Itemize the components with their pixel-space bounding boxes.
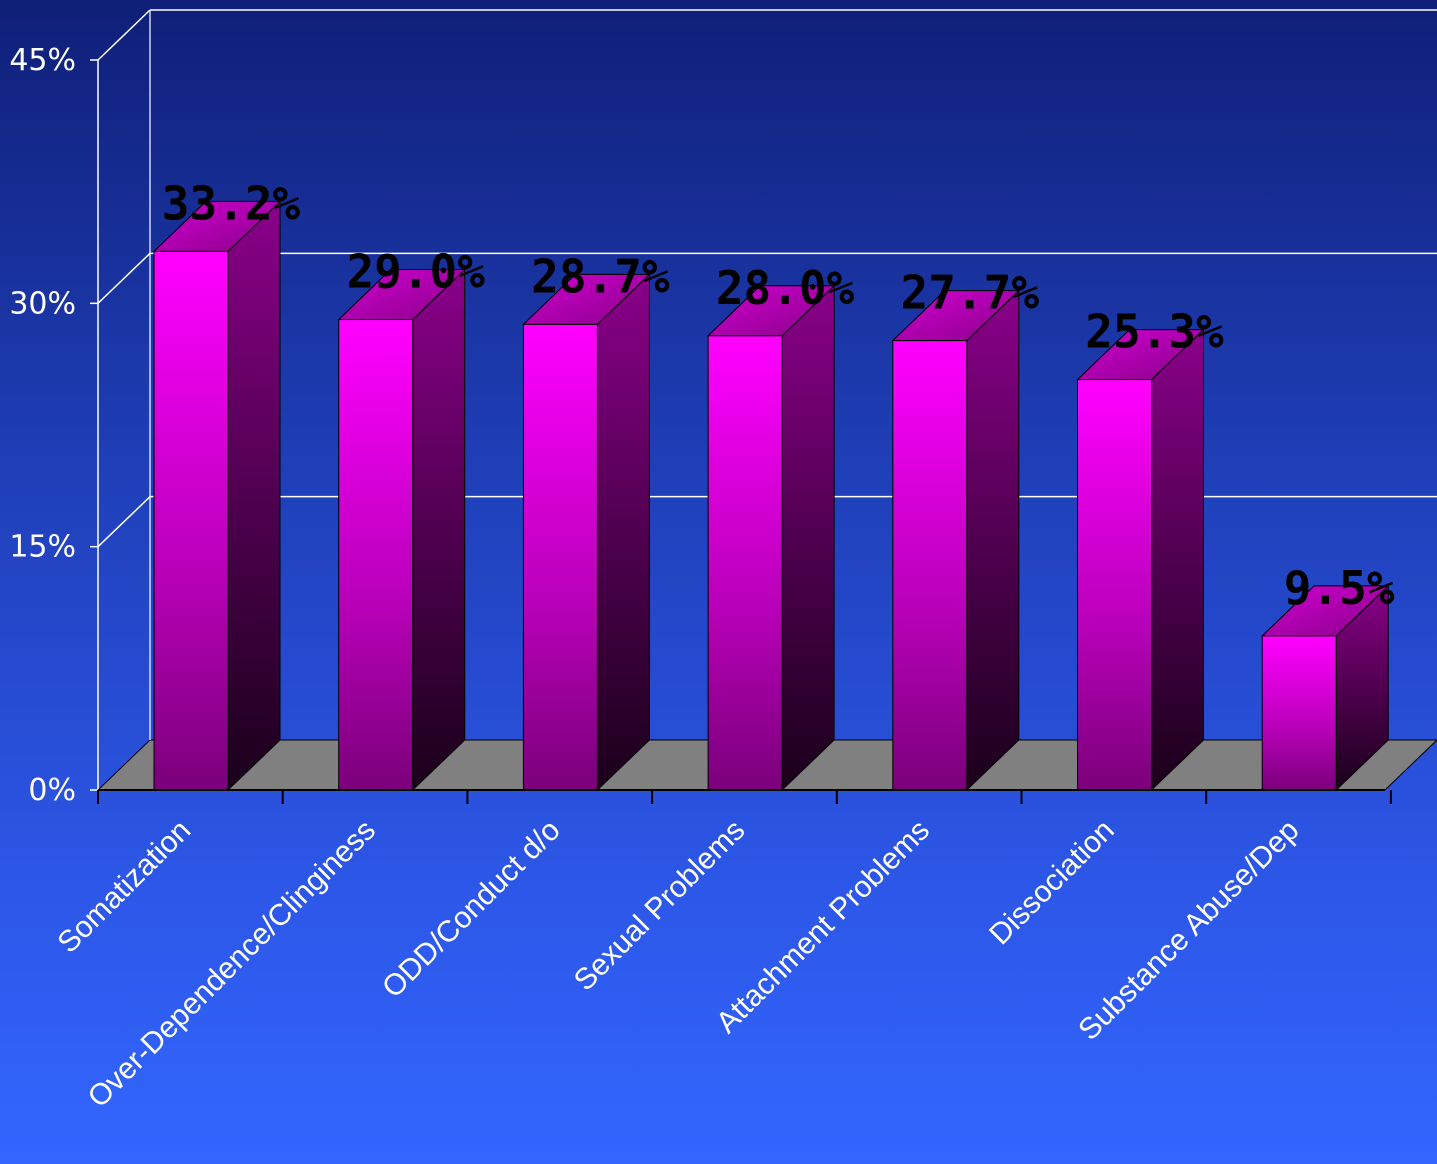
y-tick-label: 45%	[9, 43, 76, 78]
y-tick-label: 30%	[9, 286, 76, 321]
bar-front	[1077, 379, 1152, 791]
data-label: 33.2%	[162, 176, 301, 230]
y-tick-label: 15%	[9, 530, 76, 565]
category-label: Attachment Problems	[710, 814, 936, 1040]
bar-front	[338, 319, 414, 791]
bar	[706, 284, 836, 792]
bar	[891, 289, 1021, 792]
data-label: 28.0%	[716, 261, 855, 315]
bar	[1076, 328, 1205, 792]
category-label: Somatization	[51, 814, 197, 960]
gridline-side	[97, 9, 151, 61]
y-tick-label: 0%	[28, 773, 76, 808]
bar-front	[522, 323, 598, 791]
gridline-side	[97, 496, 151, 548]
bar	[522, 273, 651, 792]
data-label: 28.7%	[531, 249, 670, 303]
bar-side	[412, 268, 466, 792]
data-label: 9.5%	[1284, 561, 1395, 615]
bar-side	[596, 273, 650, 792]
gridline-side	[97, 252, 151, 304]
category-label: Dissociation	[983, 814, 1121, 952]
chart-bars	[152, 200, 1390, 792]
data-label: 25.3%	[1085, 305, 1224, 359]
bar-front	[707, 335, 783, 791]
bar-side	[227, 200, 281, 792]
chart-axes	[90, 59, 1392, 804]
bar-side	[1151, 328, 1204, 792]
category-label: Over-Dependence/Clinginess	[82, 814, 382, 1114]
bar-front	[1261, 635, 1337, 791]
data-label: 27.7%	[901, 266, 1040, 320]
bar-front	[153, 250, 229, 791]
category-label: Sexual Problems	[568, 814, 752, 998]
bar-side	[781, 284, 835, 792]
bar-side	[966, 289, 1020, 792]
bar	[1260, 584, 1390, 792]
data-label: 29.0%	[346, 245, 485, 299]
bar	[337, 268, 466, 792]
category-label: ODD/Conduct d/o	[376, 814, 567, 1005]
bar	[152, 200, 282, 792]
bar-front	[892, 340, 968, 791]
